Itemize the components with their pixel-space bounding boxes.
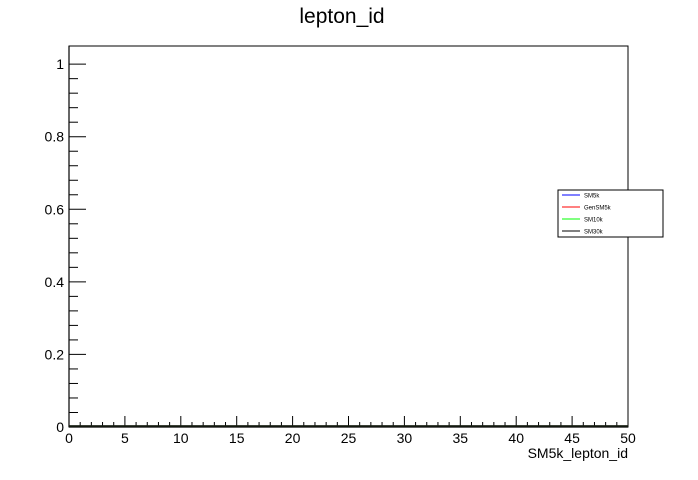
x-tick-label: 10: [173, 430, 189, 446]
legend-items: SM5k GenSM5k SM10k SM30k: [562, 194, 612, 236]
x-tick-label: 50: [620, 430, 636, 446]
x-axis-label: SM5k_lepton_id: [528, 445, 628, 461]
x-tick-label: 30: [397, 430, 413, 446]
x-axis: 0 5 10 15 20 25 30 35 40 45 50: [65, 416, 636, 446]
plot-frame: [68, 45, 629, 428]
legend: SM5k GenSM5k SM10k SM30k: [557, 189, 664, 238]
legend-label: SM5k: [584, 194, 600, 200]
legend-label: SM30k: [584, 230, 604, 236]
y-tick-label: 0.4: [45, 274, 65, 290]
x-tick-label: 15: [229, 430, 245, 446]
y-axis: 0 0.2 0.4 0.6 0.8 1: [45, 46, 86, 435]
legend-label: GenSM5k: [584, 206, 612, 212]
y-tick-label: 0: [56, 419, 64, 435]
x-tick-label: 0: [65, 430, 73, 446]
legend-label: SM10k: [584, 218, 604, 224]
y-tick-label: 0.2: [45, 346, 65, 362]
y-tick-label: 0.8: [45, 129, 65, 145]
x-tick-label: 5: [121, 430, 129, 446]
y-tick-label: 0.6: [45, 201, 65, 217]
x-tick-label: 45: [564, 430, 580, 446]
y-tick-label: 1: [56, 56, 64, 72]
legend-box: [557, 189, 664, 238]
x-tick-label: 20: [285, 430, 301, 446]
x-tick-label: 25: [341, 430, 357, 446]
x-tick-label: 40: [508, 430, 524, 446]
x-tick-label: 35: [453, 430, 469, 446]
chart-title: lepton_id: [299, 5, 384, 28]
